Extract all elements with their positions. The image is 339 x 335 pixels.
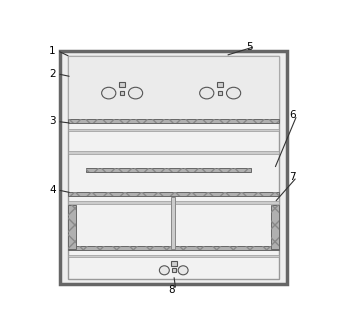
Bar [68,205,77,249]
Ellipse shape [200,87,214,99]
Ellipse shape [178,266,188,275]
Text: 4: 4 [49,185,56,195]
Bar [271,205,279,249]
Ellipse shape [226,87,241,99]
Ellipse shape [102,87,116,99]
Bar [86,168,251,172]
Text: 1: 1 [49,46,56,56]
Text: 3: 3 [49,117,56,126]
Ellipse shape [128,87,143,99]
Bar [68,129,279,131]
Bar [171,197,175,249]
Bar [68,56,279,122]
Bar [68,119,279,123]
Bar [68,201,279,204]
Bar [68,255,279,257]
Bar [86,168,251,172]
Bar [68,119,279,123]
Bar [68,192,279,196]
Bar [68,56,279,279]
Ellipse shape [159,266,169,275]
Bar [68,151,279,154]
Text: 2: 2 [49,69,56,79]
Bar [217,82,223,87]
Bar [172,268,176,272]
Bar [120,91,124,95]
Bar [171,261,177,266]
Bar [271,205,279,249]
Text: 7: 7 [289,172,296,182]
Text: 6: 6 [289,110,296,120]
Bar [218,91,222,95]
Bar [68,192,279,196]
Bar [119,82,125,87]
Text: 8: 8 [168,285,175,295]
Bar [68,246,279,251]
Bar [68,246,279,251]
Bar [68,205,77,249]
Text: 5: 5 [246,42,253,52]
Bar [60,51,287,284]
